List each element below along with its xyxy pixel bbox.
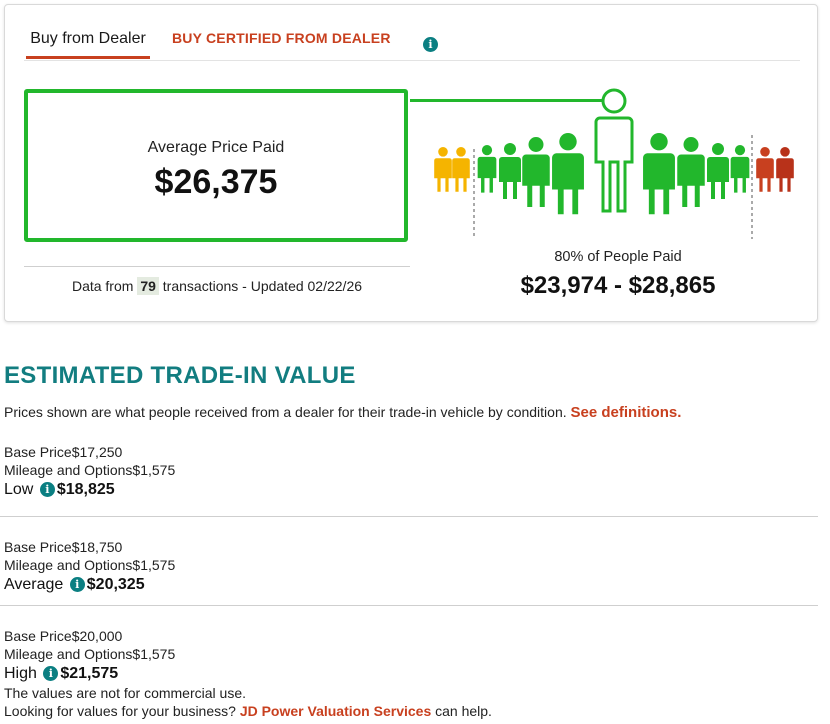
condition-total: $18,825 xyxy=(56,481,115,498)
person-icon xyxy=(707,143,729,199)
info-icon[interactable]: i xyxy=(39,482,55,498)
tab-buy-certified[interactable]: BUY CERTIFIED FROM DEALER xyxy=(172,30,391,46)
mileage-value: $1,575 xyxy=(132,646,176,662)
mileage-label: Mileage and Options xyxy=(4,646,133,662)
person-icon xyxy=(643,133,675,215)
tab-buy-from-dealer[interactable]: Buy from Dealer xyxy=(26,30,150,59)
divider xyxy=(24,266,410,267)
info-icon[interactable]: i xyxy=(69,577,85,593)
condition-name: High xyxy=(4,665,37,682)
person-icon xyxy=(434,147,452,192)
business-prefix: Looking for values for your business? xyxy=(4,703,236,719)
transactions-suffix: transactions - Updated 02/22/26 xyxy=(162,278,363,294)
transactions-count: 79 xyxy=(137,277,159,295)
divider xyxy=(0,516,818,517)
trade-in-description: Prices shown are what people received fr… xyxy=(4,404,681,421)
person-highlight-icon xyxy=(594,88,634,213)
person-icon xyxy=(452,147,470,192)
mileage-label: Mileage and Options xyxy=(4,557,133,573)
mileage-value: $1,575 xyxy=(132,462,176,478)
condition-average: Base Price$18,750 Mileage and Options$1,… xyxy=(4,538,175,596)
condition-total: $20,325 xyxy=(86,576,145,593)
average-price-box: Average Price Paid $26,375 xyxy=(24,89,408,242)
trade-in-description-text: Prices shown are what people received fr… xyxy=(4,404,567,420)
range-label: 80% of People Paid xyxy=(554,249,682,265)
person-icon xyxy=(522,137,550,207)
base-price-label: Base Price xyxy=(4,539,72,555)
base-price-value: $20,000 xyxy=(71,628,123,644)
mileage-label: Mileage and Options xyxy=(4,462,133,478)
info-icon[interactable]: i xyxy=(43,666,59,682)
base-price-label: Base Price xyxy=(4,444,72,460)
divider xyxy=(0,605,818,606)
price-tabs: Buy from Dealer BUY CERTIFIED FROM DEALE… xyxy=(24,26,800,61)
condition-low: Base Price$17,250 Mileage and Options$1,… xyxy=(4,443,175,501)
person-icon xyxy=(756,147,774,192)
see-definitions-link[interactable]: See definitions. xyxy=(570,404,682,421)
condition-high: Base Price$20,000 Mileage and Options$1,… xyxy=(4,627,175,685)
business-note: Looking for values for your business? JD… xyxy=(4,703,492,719)
disclaimer: The values are not for commercial use. xyxy=(4,685,246,701)
connector-line xyxy=(410,99,606,102)
person-icon xyxy=(730,145,750,193)
person-icon xyxy=(477,145,497,193)
base-price-value: $18,750 xyxy=(71,539,123,555)
condition-name: Low xyxy=(4,481,34,498)
trade-in-title: ESTIMATED TRADE-IN VALUE xyxy=(4,362,356,389)
transactions-prefix: Data from xyxy=(71,278,134,294)
person-icon xyxy=(499,143,521,199)
condition-name: Average xyxy=(4,576,64,593)
average-price-label: Average Price Paid xyxy=(147,139,285,156)
mileage-value: $1,575 xyxy=(132,557,176,573)
info-icon[interactable]: i xyxy=(423,37,438,52)
jd-power-link[interactable]: JD Power Valuation Services xyxy=(239,703,432,719)
average-price-value: $26,375 xyxy=(154,163,278,201)
person-icon xyxy=(677,137,705,207)
business-suffix: can help. xyxy=(435,703,492,719)
person-icon xyxy=(776,147,794,192)
base-price-value: $17,250 xyxy=(71,444,123,460)
person-icon xyxy=(552,133,584,215)
transactions-info: Data from 79 transactions - Updated 02/2… xyxy=(24,277,410,295)
condition-total: $21,575 xyxy=(60,665,119,682)
base-price-label: Base Price xyxy=(4,628,72,644)
price-distribution-people xyxy=(434,88,794,239)
range-value: $23,974 - $28,865 xyxy=(520,272,716,299)
